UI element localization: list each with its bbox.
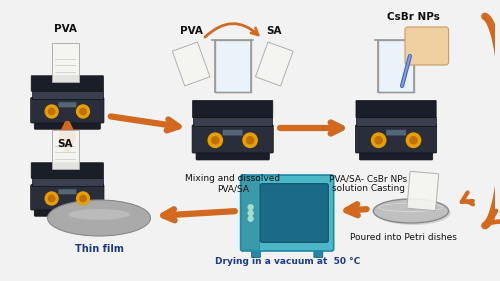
Ellipse shape [376,201,450,225]
Ellipse shape [48,200,150,236]
FancyBboxPatch shape [256,42,293,86]
FancyBboxPatch shape [58,102,76,107]
FancyBboxPatch shape [196,151,270,160]
Circle shape [243,133,257,148]
FancyBboxPatch shape [192,101,273,118]
FancyBboxPatch shape [32,91,103,99]
FancyBboxPatch shape [30,185,104,210]
Ellipse shape [374,199,448,223]
FancyBboxPatch shape [192,125,274,153]
FancyBboxPatch shape [356,117,436,126]
Circle shape [48,195,55,202]
FancyBboxPatch shape [58,189,76,194]
FancyBboxPatch shape [405,27,448,65]
FancyBboxPatch shape [386,130,406,135]
FancyBboxPatch shape [31,163,104,178]
Circle shape [80,108,86,115]
Circle shape [248,210,253,216]
Circle shape [212,137,219,144]
Circle shape [76,192,90,205]
FancyBboxPatch shape [34,208,100,216]
Circle shape [375,137,382,144]
FancyBboxPatch shape [356,101,436,118]
FancyBboxPatch shape [52,42,78,81]
Circle shape [246,137,254,144]
Circle shape [48,108,55,115]
FancyBboxPatch shape [30,98,104,123]
FancyBboxPatch shape [172,42,210,86]
Text: PVA: PVA [180,26,203,36]
Text: Mixing and dissolved
PVA/SA: Mixing and dissolved PVA/SA [185,174,280,193]
Circle shape [45,192,58,205]
Circle shape [208,133,222,148]
Circle shape [248,205,253,210]
FancyBboxPatch shape [240,175,334,251]
Text: PVA/SA- CsBr NPs
solution Casting: PVA/SA- CsBr NPs solution Casting [330,174,407,193]
Circle shape [372,133,386,148]
Text: SA: SA [266,26,282,36]
Circle shape [80,195,86,202]
Circle shape [76,105,90,118]
Circle shape [45,105,58,118]
FancyBboxPatch shape [242,176,260,250]
Text: SA: SA [58,139,73,149]
FancyBboxPatch shape [252,248,260,257]
FancyBboxPatch shape [378,40,414,92]
Text: Thin film: Thin film [74,244,124,254]
FancyBboxPatch shape [260,184,328,242]
Circle shape [248,216,253,221]
Circle shape [410,137,417,144]
FancyBboxPatch shape [314,248,323,257]
FancyBboxPatch shape [407,171,438,211]
Circle shape [406,133,420,148]
Text: Poured into Petri dishes: Poured into Petri dishes [350,233,457,242]
FancyBboxPatch shape [215,40,250,92]
Ellipse shape [68,209,130,220]
FancyBboxPatch shape [356,125,436,153]
FancyBboxPatch shape [31,76,104,91]
Text: PVA: PVA [54,24,77,34]
FancyBboxPatch shape [52,130,78,169]
FancyBboxPatch shape [222,130,242,135]
FancyBboxPatch shape [193,117,272,126]
FancyBboxPatch shape [32,178,103,185]
Text: CsBr NPs: CsBr NPs [388,12,440,22]
Text: Drying in a vacuum at  50 °C: Drying in a vacuum at 50 °C [214,257,360,266]
FancyBboxPatch shape [34,121,100,129]
FancyBboxPatch shape [360,151,432,160]
